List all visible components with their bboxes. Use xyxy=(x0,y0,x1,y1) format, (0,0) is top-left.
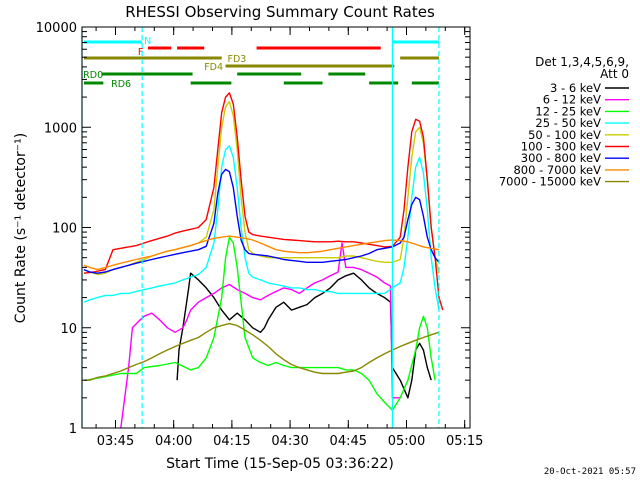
legend-label-100-300-kev: 100 - 300 keV xyxy=(521,140,601,154)
x-tick-label: 05:00 xyxy=(388,434,425,449)
instrument-flag-bars: NF FD3 FD4 RD0 RD6 xyxy=(83,36,439,90)
x-tick-label: 04:15 xyxy=(213,434,250,449)
y-tick-label: 100 xyxy=(52,222,77,237)
x-tick-label: 05:15 xyxy=(446,434,483,449)
series-7000-15000-kev xyxy=(83,322,440,381)
series-6-12-kev xyxy=(120,242,401,428)
legend-label-800-7000-kev: 800 - 7000 keV xyxy=(513,163,601,177)
x-tick-label: 04:30 xyxy=(271,434,308,449)
legend-header-attenuator: Att 0 xyxy=(600,67,629,81)
y-tick-label: 1 xyxy=(69,422,77,437)
flag-label-rd6: RD6 xyxy=(111,79,131,90)
legend-label-50-100-kev: 50 - 100 keV xyxy=(528,128,601,142)
legend-label-3-6-kev: 3 - 6 keV xyxy=(550,81,601,95)
x-tick-label: 04:00 xyxy=(155,434,192,449)
axes: 03:45 04:00 04:15 04:30 04:45 05:00 05:15 1 10 10… xyxy=(36,21,484,449)
flag-label-rd0: RD0 xyxy=(83,70,103,81)
chart-title: RHESSI Observing Summary Count Rates xyxy=(125,3,435,21)
y-tick-label: 1000 xyxy=(44,121,77,136)
legend-label-25-50-kev: 25 - 50 keV xyxy=(535,116,601,130)
y-tick-label: 10 xyxy=(60,322,77,337)
series-12-25-kev xyxy=(85,236,436,411)
x-axis-label: Start Time (15-Sep-05 03:36:22) xyxy=(166,456,394,472)
legend-label-12-25-kev: 12 - 25 keV xyxy=(535,104,601,118)
series-800-7000-kev xyxy=(83,235,440,271)
legend-label-6-12-kev: 6 - 12 keV xyxy=(543,93,601,107)
flag-label-n: N xyxy=(144,36,151,47)
flag-label-fd4: FD4 xyxy=(204,62,223,73)
legend-label-300-800-kev: 300 - 800 keV xyxy=(521,151,601,165)
y-tick-label: 10000 xyxy=(36,21,77,36)
x-tick-label: 03:45 xyxy=(97,434,134,449)
flag-label-f: F xyxy=(138,47,143,58)
series-25-50-kev xyxy=(83,145,440,311)
series-layer xyxy=(83,92,444,428)
series-100-300-kev xyxy=(83,92,444,311)
legend-header-detectors: Det 1,3,4,5,6,9, xyxy=(535,55,629,69)
y-axis-label: Count Rate (s⁻¹ detector⁻¹) xyxy=(13,133,29,323)
x-tick-label: 04:45 xyxy=(330,434,367,449)
flag-label-fd3: FD3 xyxy=(228,54,247,65)
timestamp: 20-Oct-2021 05:57 xyxy=(544,467,636,477)
series-300-800-kev xyxy=(83,168,440,274)
legend-label-7000-15000-kev: 7000 - 15000 keV xyxy=(499,175,601,189)
